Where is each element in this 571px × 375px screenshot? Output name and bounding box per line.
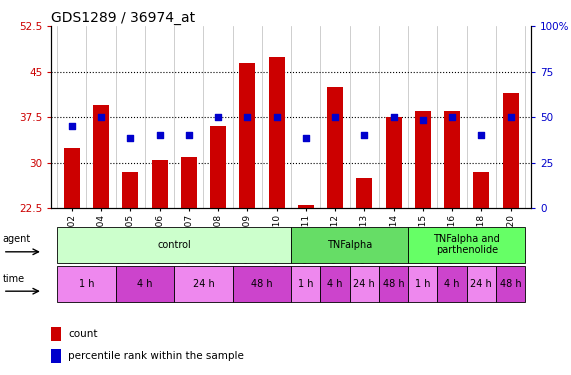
Point (272, 114, 281, 120)
Text: TNFalpha: TNFalpha (327, 240, 372, 250)
Bar (467, 266, 496, 302)
Text: percentile rank within the sample: percentile rank within the sample (68, 351, 244, 361)
Text: 4 h: 4 h (327, 279, 343, 289)
Bar (473, 172, 489, 208)
Bar (385, 117, 401, 208)
Point (126, 135, 135, 141)
Bar (349, 266, 379, 302)
Text: agent: agent (3, 234, 31, 244)
Text: GDS1289 / 36974_at: GDS1289 / 36974_at (51, 11, 195, 25)
Bar (93, 105, 109, 208)
Bar (268, 57, 284, 208)
Point (360, 132, 369, 138)
Bar (64, 147, 80, 208)
Point (67, 123, 77, 129)
Text: 1 h: 1 h (415, 279, 431, 289)
Bar (437, 266, 467, 302)
Point (448, 114, 457, 120)
Bar (444, 111, 460, 208)
Text: control: control (158, 240, 191, 250)
Text: 1 h: 1 h (298, 279, 313, 289)
Bar (320, 266, 349, 302)
Point (418, 117, 427, 123)
Bar (379, 266, 408, 302)
Text: count: count (68, 329, 98, 339)
Bar (181, 157, 197, 208)
Text: 24 h: 24 h (192, 279, 214, 289)
Bar (327, 87, 343, 208)
Point (477, 132, 486, 138)
Text: 4 h: 4 h (137, 279, 152, 289)
Point (506, 114, 515, 120)
Text: 48 h: 48 h (500, 279, 521, 289)
Point (214, 114, 223, 120)
Text: 4 h: 4 h (444, 279, 460, 289)
Text: time: time (3, 274, 25, 284)
Text: 1 h: 1 h (79, 279, 94, 289)
Bar (210, 126, 226, 208)
Point (96, 114, 106, 120)
Bar (51, 327, 61, 341)
Point (331, 114, 340, 120)
Bar (496, 266, 525, 302)
Bar (502, 93, 518, 208)
Bar (57, 227, 291, 262)
Bar (408, 227, 525, 262)
Bar (415, 111, 431, 208)
Text: TNFalpha and
parthenolide: TNFalpha and parthenolide (433, 234, 500, 255)
Text: 24 h: 24 h (471, 279, 492, 289)
Point (184, 132, 194, 138)
Bar (239, 63, 255, 208)
Bar (298, 205, 314, 208)
Bar (151, 160, 168, 208)
Bar (174, 266, 233, 302)
Text: 24 h: 24 h (353, 279, 375, 289)
Bar (291, 227, 408, 262)
Point (155, 132, 164, 138)
Bar (233, 266, 291, 302)
Point (389, 114, 398, 120)
Text: 48 h: 48 h (383, 279, 404, 289)
Bar (291, 266, 320, 302)
Bar (122, 172, 138, 208)
Point (301, 135, 311, 141)
Bar (57, 266, 116, 302)
Point (243, 114, 252, 120)
Bar (408, 266, 437, 302)
Bar (116, 266, 174, 302)
Bar (356, 178, 372, 208)
Bar (51, 349, 61, 363)
Text: 48 h: 48 h (251, 279, 273, 289)
